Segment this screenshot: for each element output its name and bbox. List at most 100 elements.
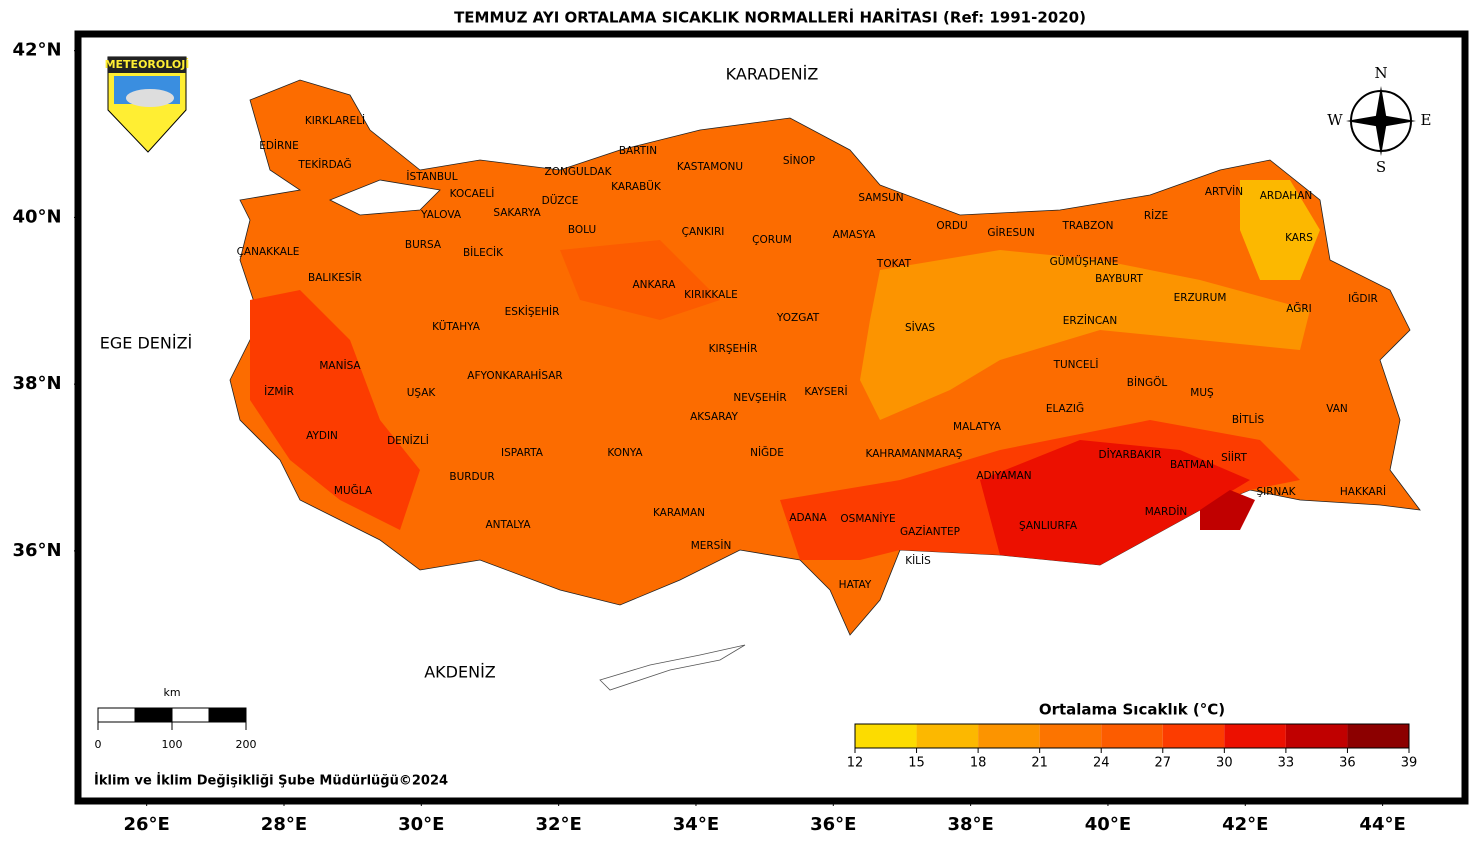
province-label: KIRKLARELİ	[305, 114, 365, 127]
province-label: KİLİS	[905, 554, 931, 567]
credit: İklim ve İklim Değişikliği Şube Müdürlüğ…	[94, 773, 448, 789]
province-label: ADANA	[789, 512, 827, 524]
province-label: ESKİŞEHİR	[505, 305, 560, 318]
province-label: ZONGULDAK	[545, 166, 613, 178]
province-label: MARDİN	[1145, 505, 1188, 518]
province-label: SAKARYA	[493, 207, 541, 219]
province-label: ARDAHAN	[1260, 190, 1313, 202]
lon-label: 44°E	[1359, 814, 1405, 835]
colorbar-label: 12	[847, 756, 864, 771]
province-label: HATAY	[839, 579, 872, 591]
lon-label: 40°E	[1085, 814, 1131, 835]
colorbar-label: 30	[1216, 756, 1233, 771]
province-label: MANİSA	[319, 359, 361, 372]
scale-label: 0	[95, 738, 102, 751]
province-label: ISPARTA	[501, 447, 544, 459]
province-label: KARABÜK	[611, 180, 662, 193]
sea-label: EGE DENİZİ	[100, 334, 193, 353]
colorbar-bin	[1285, 724, 1348, 748]
colorbar-title: Ortalama Sıcaklık (°C)	[1039, 701, 1225, 719]
colorbar-bin	[855, 724, 917, 748]
province-label: AFYONKARAHİSAR	[467, 369, 562, 382]
province-label: ERZİNCAN	[1063, 314, 1117, 327]
province-label: BURDUR	[449, 471, 494, 483]
lon-label: 28°E	[261, 814, 307, 835]
province-label: HAKKARİ	[1340, 485, 1386, 498]
province-label: TEKİRDAĞ	[297, 158, 351, 171]
province-label: IĞDIR	[1348, 292, 1378, 305]
province-label: UŞAK	[407, 387, 437, 399]
province-label: BİLECİK	[463, 246, 504, 259]
scale-segment	[171, 707, 210, 723]
province-label: AMASYA	[833, 229, 877, 241]
province-label: BURSA	[405, 239, 442, 251]
province-label: KAYSERİ	[804, 385, 847, 398]
scale-segment	[208, 707, 247, 723]
province-label: KAHRAMANMARAŞ	[866, 448, 963, 460]
scale-label: 200	[236, 738, 257, 751]
lat-label: 36°N	[12, 540, 61, 561]
colorbar-bin	[916, 724, 979, 748]
province-label: GİRESUN	[987, 226, 1034, 239]
title: TEMMUZ AYI ORTALAMA SICAKLIK NORMALLERİ …	[454, 8, 1086, 27]
colorbar-bin	[978, 724, 1040, 748]
lat-label: 42°N	[12, 40, 61, 61]
scale-segment	[134, 707, 173, 723]
colorbar-label: 24	[1093, 756, 1110, 771]
compass-label: N	[1374, 64, 1387, 82]
province-label: İZMİR	[264, 385, 294, 398]
province-label: ÇANKIRI	[682, 226, 725, 238]
province-label: TOKAT	[876, 258, 912, 270]
sea-label: AKDENİZ	[424, 663, 496, 682]
province-label: NİĞDE	[750, 446, 784, 459]
logo: METEOROLOJİ	[105, 56, 189, 153]
province-label: KASTAMONU	[677, 161, 743, 173]
colorbar-bin	[1039, 724, 1102, 748]
colorbar-label: 21	[1031, 756, 1048, 771]
province-label: MERSİN	[691, 539, 732, 552]
colorbar-label: 39	[1401, 756, 1418, 771]
province-label: YOZGAT	[776, 312, 820, 324]
lat-label: 40°N	[12, 206, 61, 227]
province-label: SİİRT	[1221, 451, 1247, 464]
lon-label: 36°E	[810, 814, 856, 835]
colorbar-label: 33	[1278, 756, 1295, 771]
province-label: ÇORUM	[752, 234, 792, 246]
province-label: KIRŞEHİR	[709, 342, 758, 355]
compass-label: W	[1327, 111, 1343, 129]
compass-label: E	[1421, 111, 1432, 129]
province-label: ADIYAMAN	[976, 470, 1031, 482]
province-label: ERZURUM	[1174, 292, 1227, 304]
lon-label: 34°E	[673, 814, 719, 835]
scale-unit: km	[163, 686, 180, 699]
colorbar-label: 27	[1155, 756, 1172, 771]
colorbar-bin	[1101, 724, 1163, 748]
province-label: MUŞ	[1190, 387, 1214, 399]
province-label: ÇANAKKALE	[237, 246, 300, 258]
province-label: GÜMÜŞHANE	[1050, 255, 1119, 268]
lon-label: 26°E	[123, 814, 169, 835]
scale-label: 100	[162, 738, 183, 751]
province-label: İSTANBUL	[406, 170, 457, 183]
province-label: DİYARBAKIR	[1099, 448, 1162, 461]
province-label: AĞRI	[1286, 302, 1312, 315]
scale-segment	[97, 707, 136, 723]
province-label: ANKARA	[633, 279, 677, 291]
province-label: MALATYA	[953, 421, 1002, 433]
colorbar-label: 18	[970, 756, 987, 771]
province-label: MUĞLA	[334, 484, 373, 497]
lon-label: 30°E	[398, 814, 444, 835]
province-label: AKSARAY	[690, 411, 738, 423]
province-label: TRABZON	[1062, 220, 1114, 232]
lon-label: 32°E	[535, 814, 581, 835]
province-label: BİNGÖL	[1127, 376, 1168, 389]
colorbar-bin	[1347, 724, 1409, 748]
province-label: VAN	[1326, 403, 1348, 415]
province-label: DENİZLİ	[387, 434, 429, 447]
province-label: SİVAS	[905, 321, 935, 334]
province-label: BAYBURT	[1095, 273, 1143, 285]
province-label: ELAZIĞ	[1046, 402, 1084, 415]
province-label: BİTLİS	[1232, 413, 1265, 426]
province-label: BALIKESİR	[308, 271, 362, 284]
colorbar-label: 36	[1339, 756, 1356, 771]
